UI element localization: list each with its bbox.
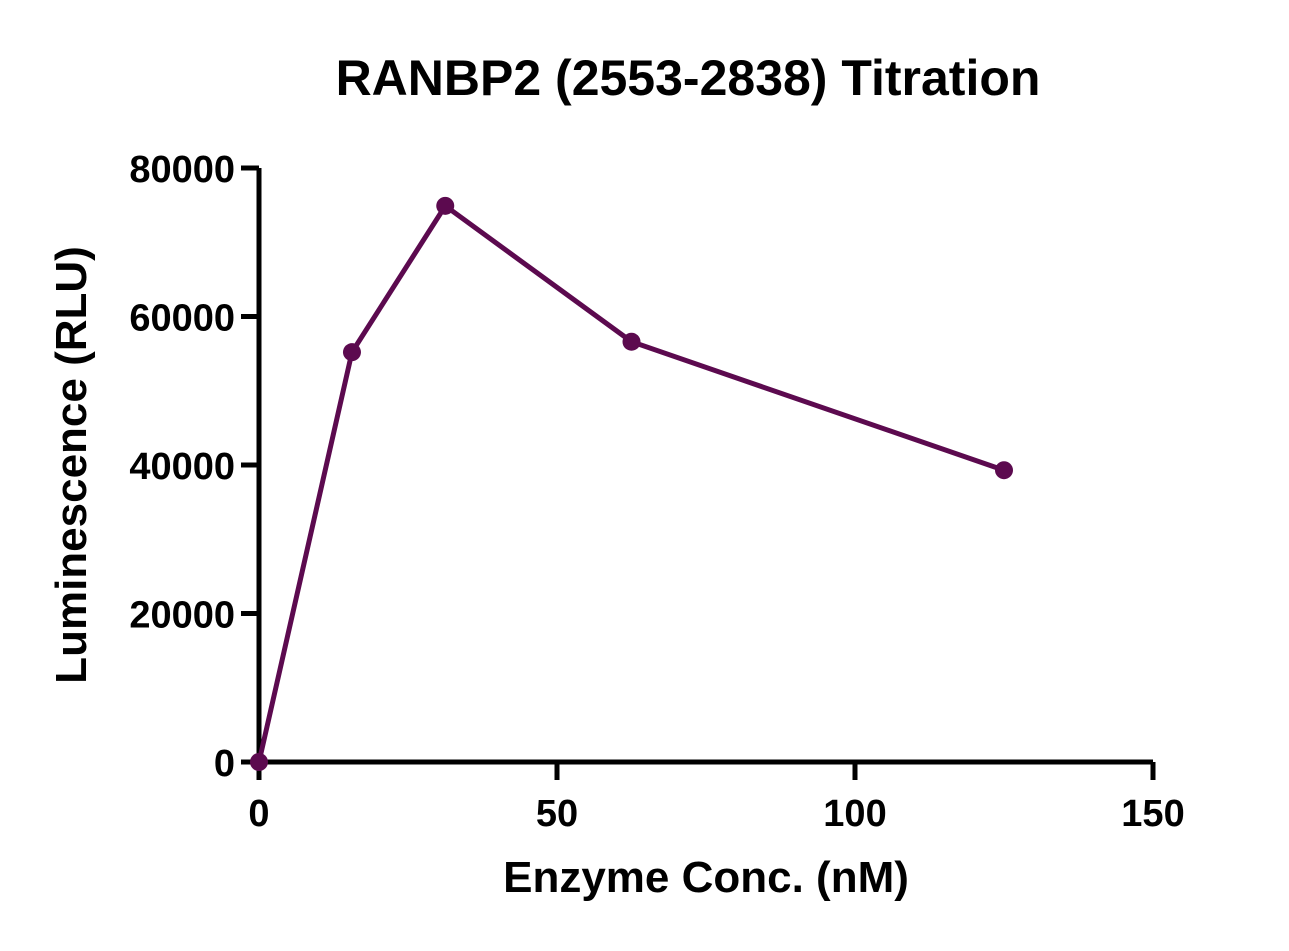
data-point — [342, 343, 361, 362]
data-point — [250, 753, 268, 771]
y-tick-label: 80000 — [129, 149, 235, 191]
x-tick-label: 100 — [823, 793, 886, 835]
y-tick-label: 40000 — [129, 446, 235, 488]
chart-title: RANBP2 (2553-2838) Titration — [336, 50, 1041, 106]
ticks: 0 50 100 150 0 20000 40000 60000 80000 — [129, 149, 1184, 835]
data-point — [995, 461, 1013, 480]
x-tick-label: 150 — [1121, 793, 1184, 835]
x-tick-label: 50 — [536, 793, 578, 835]
x-tick-label: 0 — [248, 793, 269, 835]
series — [250, 196, 1013, 771]
y-tick-label: 60000 — [129, 298, 235, 340]
y-tick-label: 20000 — [129, 595, 235, 637]
axes — [256, 168, 1153, 765]
series-line — [256, 203, 1005, 763]
y-axis-label: Luminescence (RLU) — [47, 246, 96, 684]
y-tick-label: 0 — [214, 743, 235, 785]
data-point — [436, 196, 455, 215]
x-axis-label: Enzyme Conc. (nM) — [503, 853, 909, 902]
data-point — [622, 332, 641, 351]
